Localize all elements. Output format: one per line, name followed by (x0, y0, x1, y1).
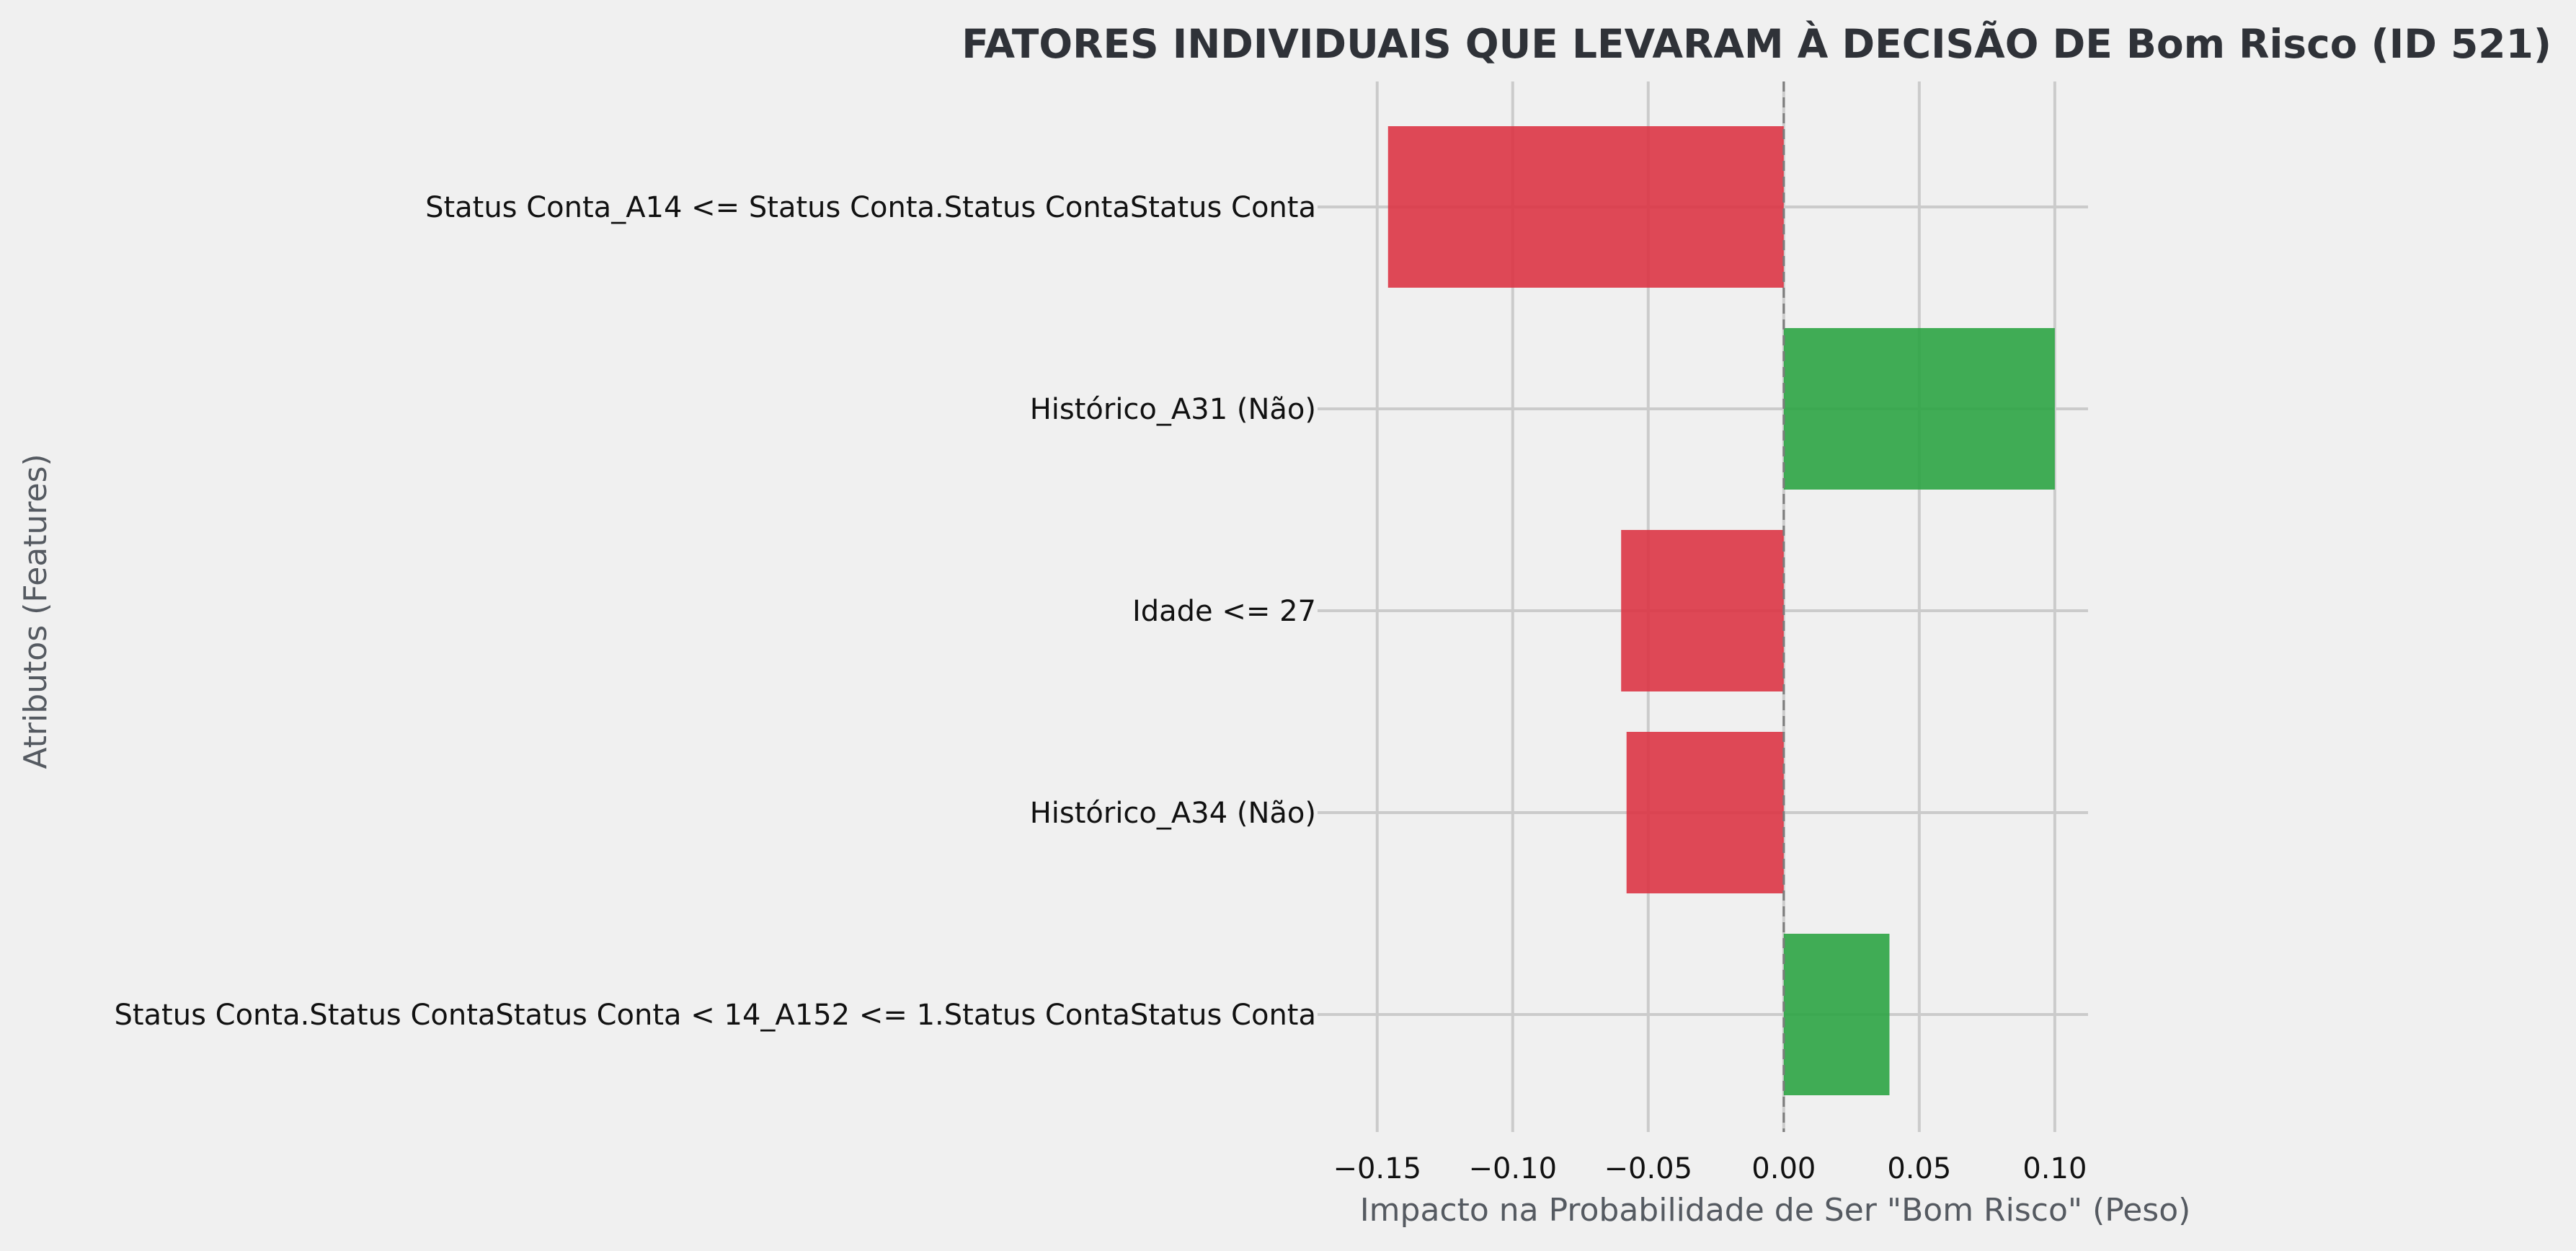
bars (1387, 126, 2055, 1095)
bar (1783, 934, 1890, 1095)
x-axis-label: Impacto na Probabilidade de Ser "Bom Ris… (1360, 1192, 2191, 1229)
y-tick-labels: Status Conta_A14 <= Status Conta.Status … (114, 191, 1316, 1032)
y-tick-label: Histórico_A31 (Não) (1030, 393, 1316, 426)
x-tick-label: −0.15 (1333, 1152, 1421, 1185)
bar (1626, 732, 1784, 893)
bar (1621, 530, 1784, 691)
y-axis-label: Atributos (Features) (17, 454, 54, 769)
x-tick-label: −0.10 (1468, 1152, 1557, 1185)
x-tick-label: −0.05 (1604, 1152, 1692, 1185)
bar (1387, 126, 1784, 288)
x-tick-label: 0.10 (2022, 1152, 2087, 1185)
y-tick-label: Status Conta_A14 <= Status Conta.Status … (425, 191, 1316, 224)
chart-title: FATORES INDIVIDUAIS QUE LEVARAM À DECISÃ… (961, 20, 2551, 67)
y-tick-label: Histórico_A34 (Não) (1030, 797, 1316, 830)
bar (1783, 328, 2055, 490)
x-tick-label: 0.05 (1887, 1152, 1951, 1185)
x-tick-labels: −0.15 −0.10 −0.05 0.00 0.05 0.10 (1333, 1152, 2087, 1185)
y-tick-label: Idade <= 27 (1132, 595, 1316, 628)
y-tick-label: Status Conta.Status ContaStatus Conta < … (114, 999, 1316, 1032)
x-tick-label: 0.00 (1751, 1152, 1816, 1185)
